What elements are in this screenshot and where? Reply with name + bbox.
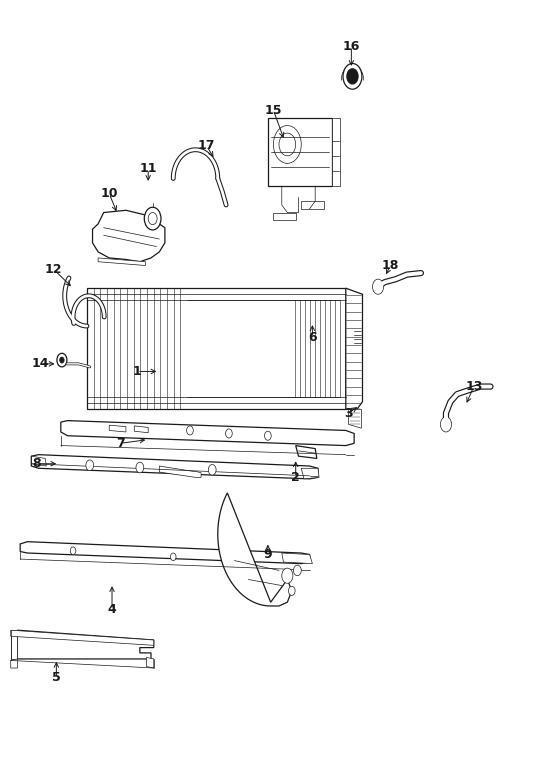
Circle shape <box>57 353 67 367</box>
Polygon shape <box>11 630 154 645</box>
Circle shape <box>136 462 144 473</box>
Polygon shape <box>332 311 362 345</box>
Text: 14: 14 <box>32 357 50 371</box>
Polygon shape <box>17 630 154 659</box>
Polygon shape <box>250 304 272 315</box>
Circle shape <box>279 133 296 156</box>
Circle shape <box>60 357 64 363</box>
Text: 1: 1 <box>133 365 141 378</box>
Polygon shape <box>98 258 146 265</box>
Polygon shape <box>109 425 126 432</box>
Polygon shape <box>147 657 154 668</box>
Polygon shape <box>289 311 311 321</box>
Polygon shape <box>11 659 17 668</box>
Circle shape <box>343 64 362 89</box>
Text: 4: 4 <box>108 603 117 616</box>
Text: 16: 16 <box>343 39 360 52</box>
Text: 18: 18 <box>382 259 399 272</box>
Text: 17: 17 <box>198 139 215 152</box>
Polygon shape <box>301 201 324 208</box>
Circle shape <box>288 586 295 595</box>
Polygon shape <box>268 118 332 186</box>
Polygon shape <box>31 455 318 479</box>
Text: 12: 12 <box>45 263 62 276</box>
Text: 5: 5 <box>52 672 61 684</box>
Polygon shape <box>346 288 363 409</box>
Circle shape <box>145 207 161 230</box>
Polygon shape <box>31 456 46 466</box>
Circle shape <box>70 547 76 555</box>
Text: 7: 7 <box>116 437 125 449</box>
Text: 13: 13 <box>465 380 483 393</box>
Polygon shape <box>11 630 17 659</box>
Circle shape <box>373 279 384 294</box>
Polygon shape <box>61 421 354 446</box>
Polygon shape <box>190 292 357 345</box>
Polygon shape <box>160 466 201 478</box>
Polygon shape <box>282 553 312 564</box>
Circle shape <box>148 212 157 224</box>
Text: 2: 2 <box>291 471 300 484</box>
Polygon shape <box>273 212 296 220</box>
Polygon shape <box>218 493 292 606</box>
Text: 3: 3 <box>344 406 353 419</box>
Circle shape <box>86 460 94 471</box>
Circle shape <box>347 69 358 84</box>
Text: 9: 9 <box>263 548 272 561</box>
Polygon shape <box>211 297 233 308</box>
Text: 11: 11 <box>140 162 157 175</box>
Polygon shape <box>134 426 148 433</box>
Polygon shape <box>87 288 346 409</box>
Polygon shape <box>296 446 317 459</box>
Circle shape <box>186 426 193 435</box>
Polygon shape <box>20 542 310 564</box>
Circle shape <box>225 429 232 438</box>
Circle shape <box>170 553 176 561</box>
Text: 6: 6 <box>308 331 317 344</box>
Circle shape <box>208 465 216 475</box>
Polygon shape <box>332 118 340 186</box>
Circle shape <box>264 431 271 440</box>
Polygon shape <box>93 210 165 262</box>
Polygon shape <box>349 409 362 428</box>
Text: 15: 15 <box>264 104 282 117</box>
Text: 10: 10 <box>100 187 118 200</box>
Text: 8: 8 <box>32 457 41 470</box>
Circle shape <box>282 568 293 584</box>
Polygon shape <box>301 468 319 479</box>
Circle shape <box>294 565 301 576</box>
Circle shape <box>273 126 301 164</box>
Circle shape <box>440 417 451 432</box>
